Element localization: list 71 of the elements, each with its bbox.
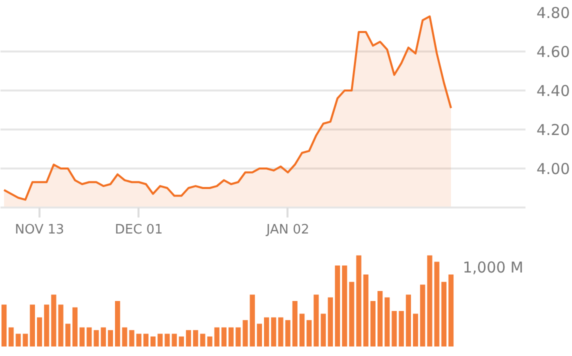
- bar: [271, 317, 276, 346]
- y-tick-label: 4.00: [536, 160, 570, 178]
- x-tick-label: NOV 13: [14, 222, 64, 238]
- bar: [158, 334, 163, 346]
- bar: [427, 255, 432, 346]
- bar: [420, 284, 426, 346]
- bar: [412, 314, 418, 346]
- bar: [349, 282, 354, 346]
- bar: [122, 327, 128, 346]
- bar: [434, 262, 440, 346]
- bar: [299, 314, 305, 346]
- bar: [115, 300, 120, 346]
- bar: [228, 327, 234, 346]
- bar: [363, 274, 368, 346]
- bar: [178, 336, 184, 346]
- bar: [108, 330, 114, 346]
- bar: [72, 307, 78, 346]
- bar: [58, 304, 64, 346]
- x-tick-label: JAN 02: [265, 222, 310, 238]
- x-tick-label: DEC 01: [114, 222, 163, 238]
- bar: [264, 317, 270, 346]
- bar: [36, 317, 42, 346]
- bar: [378, 290, 383, 346]
- bar: [441, 282, 446, 346]
- bar: [136, 334, 142, 346]
- bar: [193, 330, 198, 346]
- bar: [334, 265, 340, 346]
- bar: [65, 324, 70, 346]
- bar: [100, 327, 106, 346]
- bar: [242, 320, 248, 346]
- bar: [186, 330, 192, 346]
- bar: [129, 330, 134, 346]
- bar: [172, 334, 177, 346]
- bar: [285, 320, 290, 346]
- bar: [314, 294, 319, 346]
- bar: [150, 336, 156, 346]
- bar: [384, 297, 390, 346]
- bar: [306, 320, 312, 346]
- bar: [221, 327, 227, 346]
- bar: [80, 327, 85, 346]
- bar: [143, 334, 148, 346]
- bar: [256, 324, 262, 346]
- bar: [278, 317, 284, 346]
- bar: [94, 330, 99, 346]
- text: 1,000 M: [462, 258, 524, 276]
- bar: [292, 300, 298, 346]
- bar: [164, 334, 170, 346]
- bar: [448, 274, 454, 346]
- bar: [236, 327, 241, 346]
- bar: [356, 255, 362, 346]
- bar: [320, 314, 326, 346]
- y-tick-label: 4.20: [536, 121, 570, 139]
- bar: [22, 334, 28, 346]
- bar: [30, 304, 35, 346]
- bar: [328, 297, 333, 346]
- bar: [86, 327, 92, 346]
- y-tick-label: 4.60: [536, 43, 570, 61]
- bar: [44, 304, 50, 346]
- bar: [8, 327, 14, 346]
- bar: [398, 310, 404, 346]
- bar: [1, 304, 7, 346]
- y-tick-label: 4.40: [536, 82, 570, 100]
- bar: [370, 300, 376, 346]
- bar: [392, 310, 397, 346]
- bar: [16, 334, 21, 346]
- bar: [51, 294, 56, 346]
- bar: [342, 265, 348, 346]
- bar: [406, 294, 411, 346]
- bar: [214, 327, 220, 346]
- bar: [250, 294, 255, 346]
- y-tick-label: 4.80: [536, 4, 570, 22]
